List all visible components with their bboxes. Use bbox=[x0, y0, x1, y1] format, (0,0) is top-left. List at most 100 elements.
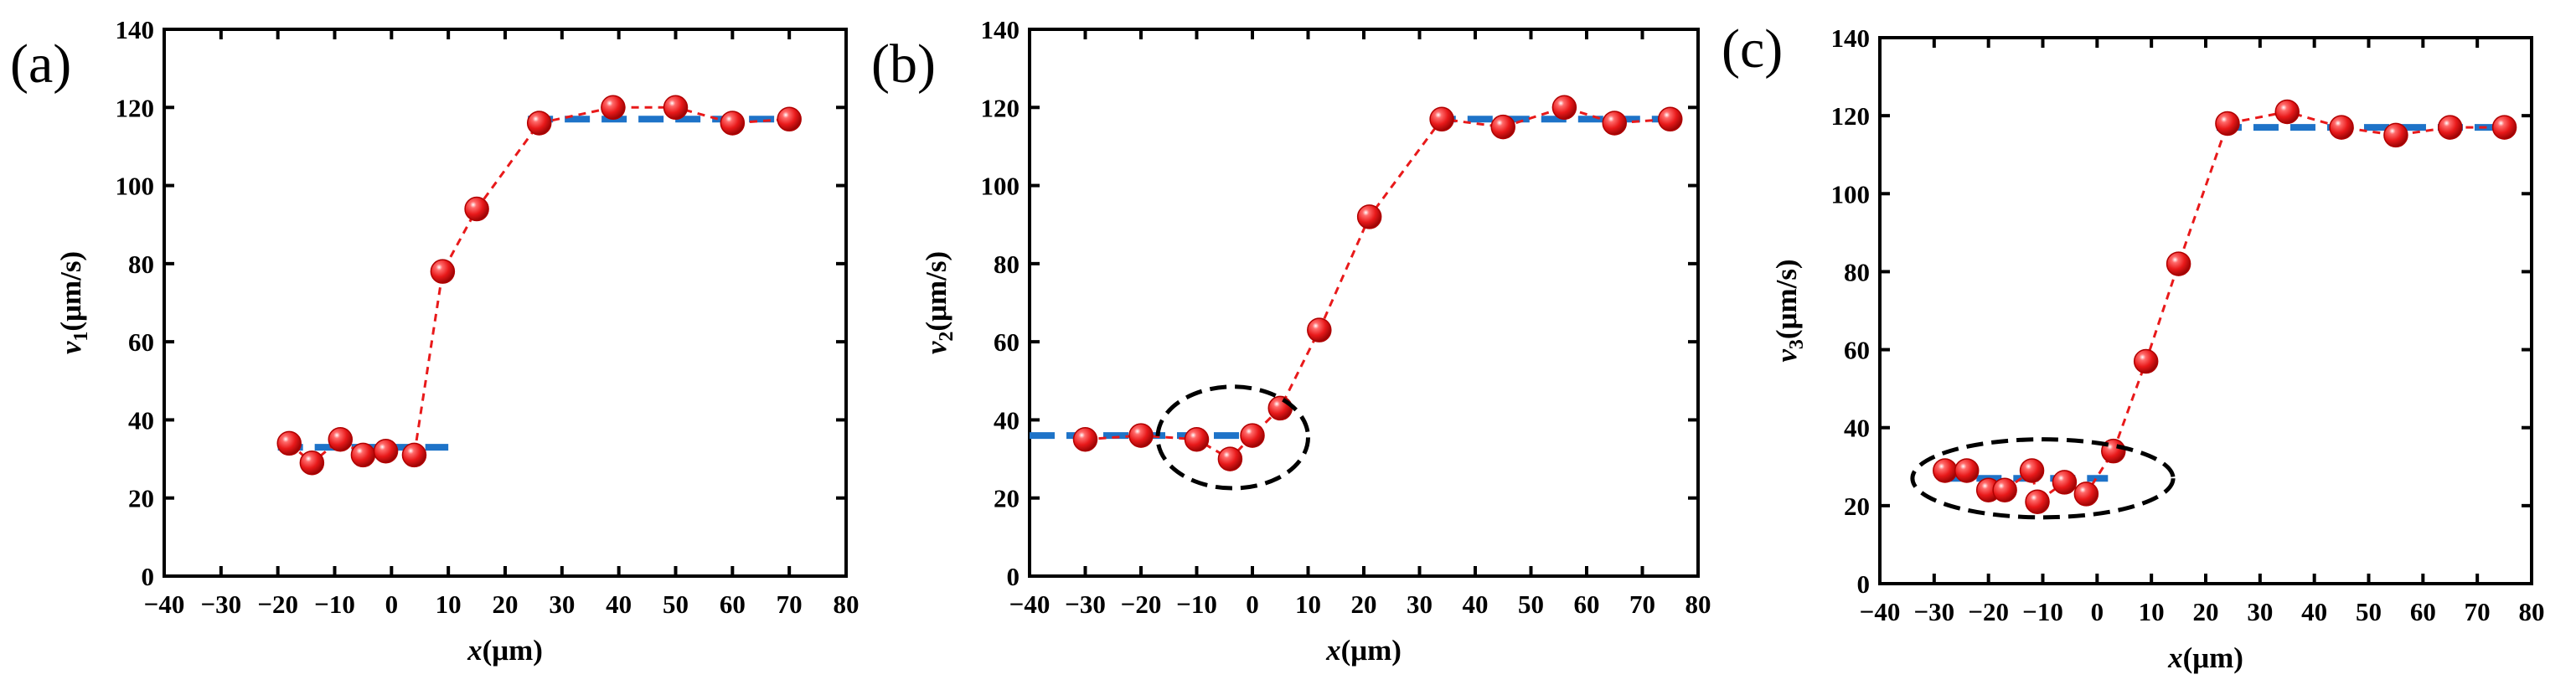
data-point bbox=[1954, 458, 1980, 483]
x-axis-unit: (μm) bbox=[483, 634, 543, 667]
y-tick-label: 100 bbox=[1831, 179, 1871, 209]
x-tick-label: 80 bbox=[834, 590, 860, 619]
data-point bbox=[2329, 115, 2354, 140]
y-axis-unit: (μm/s) bbox=[1770, 259, 1803, 339]
y-axis-label: v1(μm/s) bbox=[54, 251, 92, 354]
highlight-ellipse bbox=[1155, 384, 1310, 491]
x-axis-var: x bbox=[1325, 634, 1341, 667]
x-tick-label: −20 bbox=[257, 590, 298, 619]
y-axis-var: v bbox=[920, 341, 952, 354]
y-tick-label: 80 bbox=[1844, 257, 1870, 286]
data-point bbox=[350, 442, 376, 468]
x-tick-label: 60 bbox=[1574, 590, 1600, 619]
data-point bbox=[1240, 423, 1265, 448]
panel-label: (b) bbox=[871, 33, 936, 95]
x-tick-label: 60 bbox=[2410, 597, 2436, 626]
y-axis-var: v bbox=[54, 341, 87, 354]
data-point bbox=[1658, 106, 1683, 132]
y-tick-label: 100 bbox=[116, 172, 155, 201]
data-point bbox=[601, 95, 626, 121]
y-tick-label: 120 bbox=[116, 93, 155, 122]
x-tick-label: 30 bbox=[2247, 597, 2273, 626]
data-point bbox=[2073, 481, 2099, 507]
y-axis-label: v3(μm/s) bbox=[1770, 259, 1808, 362]
data-connector-line bbox=[1944, 110, 2505, 504]
x-tick-label: −20 bbox=[1121, 590, 1162, 619]
y-tick-label: 40 bbox=[994, 405, 1020, 435]
y-tick-label: 0 bbox=[142, 562, 155, 591]
y-tick-label: 140 bbox=[1831, 23, 1871, 53]
data-point bbox=[2274, 99, 2300, 125]
data-point bbox=[526, 111, 552, 136]
y-tick-label: 0 bbox=[1857, 569, 1871, 599]
x-tick-label: −40 bbox=[1009, 590, 1051, 619]
data-point bbox=[1267, 395, 1293, 421]
y-tick-label: 80 bbox=[128, 250, 154, 279]
x-tick-label: 70 bbox=[1629, 590, 1655, 619]
x-tick-label: 20 bbox=[2193, 597, 2219, 626]
x-axis-unit: (μm) bbox=[2183, 641, 2243, 674]
data-point bbox=[663, 95, 689, 121]
data-point bbox=[2438, 115, 2463, 140]
data-point bbox=[299, 450, 325, 476]
data-point bbox=[2383, 122, 2408, 148]
plot-frame bbox=[163, 28, 848, 578]
x-tick-label: 40 bbox=[2301, 597, 2327, 626]
data-point bbox=[401, 442, 427, 468]
y-axis-subscript: 2 bbox=[936, 332, 958, 342]
x-tick-label: −40 bbox=[1860, 597, 1901, 626]
y-tick-label: 20 bbox=[1844, 492, 1870, 521]
data-point bbox=[2166, 251, 2191, 276]
x-tick-label: 30 bbox=[549, 590, 575, 619]
x-tick-label: 70 bbox=[777, 590, 803, 619]
x-tick-label: 50 bbox=[1518, 590, 1544, 619]
plot-frame bbox=[1878, 36, 2533, 585]
y-axis-unit: (μm/s) bbox=[920, 251, 952, 332]
plot-frame bbox=[1028, 28, 1700, 578]
data-point bbox=[1307, 317, 1332, 342]
y-tick-label: 40 bbox=[1844, 414, 1870, 443]
x-tick-label: −30 bbox=[1065, 590, 1106, 619]
data-point bbox=[1551, 95, 1577, 121]
y-tick-label: 80 bbox=[994, 250, 1020, 279]
x-tick-label: −40 bbox=[144, 590, 185, 619]
y-tick-label: 60 bbox=[994, 327, 1020, 357]
x-tick-label: 20 bbox=[493, 590, 519, 619]
data-point bbox=[2215, 111, 2240, 136]
data-point bbox=[777, 106, 802, 132]
x-tick-label: −30 bbox=[200, 590, 241, 619]
panel-3: −40 −30 −20 −10 0 10 20 30 40 50 60 70 80 0 20 40 60 80 10… bbox=[1722, 18, 2545, 674]
x-tick-label: 50 bbox=[2356, 597, 2382, 626]
data-point bbox=[1217, 446, 1243, 471]
data-point bbox=[1933, 458, 1958, 483]
x-axis-unit: (μm) bbox=[1341, 634, 1402, 667]
data-point bbox=[328, 427, 354, 452]
data-point bbox=[1992, 477, 2017, 502]
x-tick-label: 80 bbox=[2519, 597, 2545, 626]
x-axis-var: x bbox=[467, 634, 483, 667]
y-tick-label: 140 bbox=[981, 15, 1020, 44]
data-point bbox=[1490, 114, 1515, 140]
data-point bbox=[1602, 111, 1627, 136]
data-point bbox=[2491, 115, 2517, 140]
y-tick-label: 40 bbox=[128, 405, 154, 435]
y-tick-label: 100 bbox=[981, 172, 1020, 201]
panel-label: (a) bbox=[10, 33, 71, 95]
y-tick-label: 0 bbox=[1007, 562, 1020, 591]
y-tick-label: 120 bbox=[981, 93, 1020, 122]
y-tick-label: 120 bbox=[1831, 101, 1871, 131]
x-tick-label: −20 bbox=[1968, 597, 2009, 626]
y-tick-label: 60 bbox=[1844, 336, 1870, 365]
x-tick-label: −30 bbox=[1913, 597, 1954, 626]
x-tick-label: 20 bbox=[1351, 590, 1377, 619]
x-tick-label: 70 bbox=[2465, 597, 2491, 626]
x-axis-label: x(μm) bbox=[2167, 641, 2243, 674]
y-axis-unit: (μm/s) bbox=[54, 251, 87, 332]
panel-1: −40 −30 −20 −10 0 10 20 30 40 50 60 70 80 0 20 40 60 80 10… bbox=[10, 15, 860, 667]
y-axis-var: v bbox=[1770, 349, 1803, 363]
data-point bbox=[1429, 106, 1454, 132]
data-point bbox=[430, 259, 456, 284]
data-point bbox=[276, 430, 302, 456]
x-tick-label: 40 bbox=[606, 590, 632, 619]
